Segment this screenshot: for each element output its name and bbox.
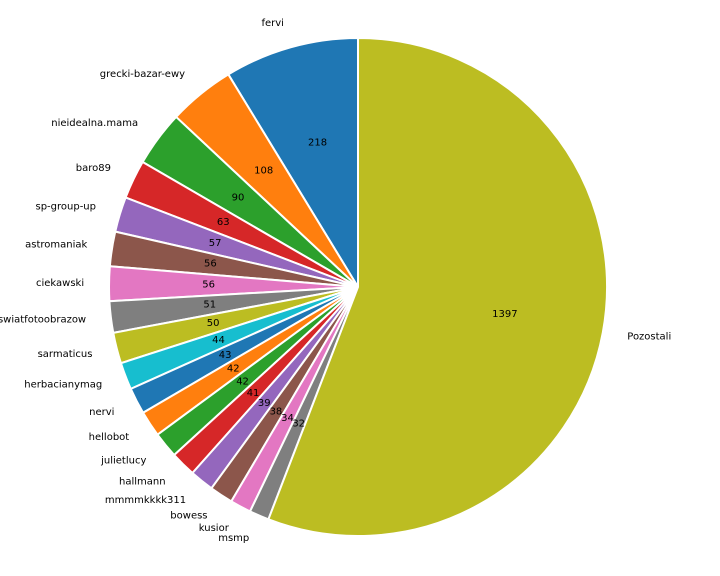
value-label-mmmmkkkk311: 39 <box>258 398 271 409</box>
category-label-grecki-bazar-ewy: grecki-bazar-ewy <box>100 69 185 80</box>
category-label-msmp: msmp <box>218 533 249 544</box>
value-label-kusior: 34 <box>281 413 294 424</box>
category-label-mmmmkkkk311: mmmmkkkk311 <box>105 495 186 506</box>
value-label-sp-group-up: 57 <box>209 238 222 249</box>
value-label-bowess: 38 <box>270 406 283 417</box>
category-label-sarmaticus: sarmaticus <box>38 349 93 360</box>
value-label-sarmaticus: 50 <box>207 318 220 329</box>
category-label-herbacianymag: herbacianymag <box>24 380 102 391</box>
slice-pozostali <box>267 37 609 537</box>
category-label-kusior: kusior <box>199 523 230 534</box>
category-label-fervi: fervi <box>261 18 283 29</box>
category-label-julietlucy: julietlucy <box>100 455 146 466</box>
pie-slices <box>108 37 609 537</box>
value-label-julietlucy: 42 <box>236 376 249 387</box>
value-label-hallmann: 41 <box>247 388 260 399</box>
value-label-nieidealna-mama: 90 <box>232 192 245 203</box>
category-labels: fervi grecki-bazar-ewy nieidealna.mama baro… <box>0 18 671 544</box>
category-label-hallmann: hallmann <box>119 476 166 487</box>
value-labels: 2181089063575656515044434242413938343213… <box>202 138 517 430</box>
value-label-msmp: 32 <box>292 419 305 430</box>
value-label-hellobot: 42 <box>227 364 240 375</box>
value-label-astromaniak: 56 <box>204 259 217 270</box>
value-label-nervi: 43 <box>219 350 232 361</box>
category-label-ciekawski: ciekawski <box>36 278 84 289</box>
category-label-pozostali: Pozostali <box>627 332 671 343</box>
category-label-bowess: bowess <box>170 510 207 521</box>
category-label-baro89: baro89 <box>76 163 111 174</box>
value-label-swiatfotoobrazow: 51 <box>203 300 216 311</box>
value-label-ciekawski: 56 <box>202 280 215 291</box>
value-label-grecki-bazar-ewy: 108 <box>254 166 273 177</box>
category-label-astromaniak: astromaniak <box>25 240 87 251</box>
value-label-fervi: 218 <box>308 138 327 149</box>
value-label-pozostali: 1397 <box>492 309 517 320</box>
category-label-nervi: nervi <box>89 407 114 418</box>
category-label-nieidealna-mama: nieidealna.mama <box>51 118 138 129</box>
slice-fervi <box>227 37 359 288</box>
value-label-baro89: 63 <box>217 217 230 228</box>
value-label-herbacianymag: 44 <box>212 335 225 346</box>
category-label-swiatfotoobrazow: swiatfotoobrazow <box>0 315 86 326</box>
category-label-hellobot: hellobot <box>89 432 130 443</box>
category-label-sp-group-up: sp-group-up <box>35 202 96 213</box>
